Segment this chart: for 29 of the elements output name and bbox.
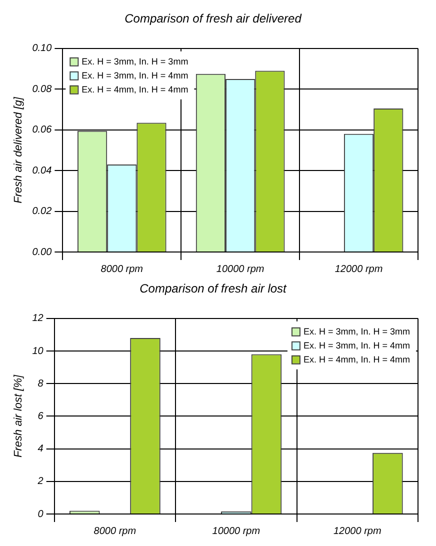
y-tick-label: 0	[38, 508, 44, 520]
y-tick-label: 4	[38, 444, 44, 455]
legend-label: Ex. H = 3mm, In. H = 3mm	[303, 326, 410, 336]
y-tick-label: 0.06	[32, 124, 52, 136]
y-axis-title: Fresh air lost [%]	[12, 374, 25, 458]
y-tick-label: 12	[32, 313, 44, 324]
y-tick-label: 2	[36, 476, 44, 488]
y-tick-label: 0.10	[32, 43, 52, 54]
y-tick-label: 6	[38, 410, 44, 422]
y-tick-label: 0.08	[32, 84, 52, 95]
y-tick-label: 10	[32, 346, 44, 357]
x-tick-label: 10000 rpm	[212, 526, 260, 537]
y-tick-label: 0.04	[32, 165, 52, 176]
y-tick-label: 0.02	[32, 206, 52, 218]
legend-label: Ex. H = 3mm, In. H = 4mm	[303, 340, 410, 350]
y-tick-label: 8	[38, 378, 44, 390]
y-axis-title: Fresh air delivered [g]	[12, 96, 25, 204]
legend-label: Ex. H = 3mm, In. H = 3mm	[82, 56, 188, 66]
legend-label: Ex. H = 4mm, In. H = 4mm	[82, 84, 188, 94]
x-tick-label: 12000 rpm	[333, 526, 382, 537]
chart-title: Comparison of fresh air delivered	[124, 12, 302, 26]
x-tick-label: 8000 rpm	[94, 526, 136, 537]
legend-label: Ex. H = 4mm, In. H = 4mm	[303, 354, 410, 364]
legend-label: Ex. H = 3mm, In. H = 4mm	[82, 70, 188, 80]
chart-title: Comparison of fresh air lost	[140, 282, 288, 296]
x-tick-label: 12000 rpm	[334, 264, 383, 275]
x-tick-label: 8000 rpm	[100, 264, 144, 275]
y-tick-label: 0.00	[32, 246, 52, 258]
x-tick-label: 10000 rpm	[216, 264, 264, 275]
